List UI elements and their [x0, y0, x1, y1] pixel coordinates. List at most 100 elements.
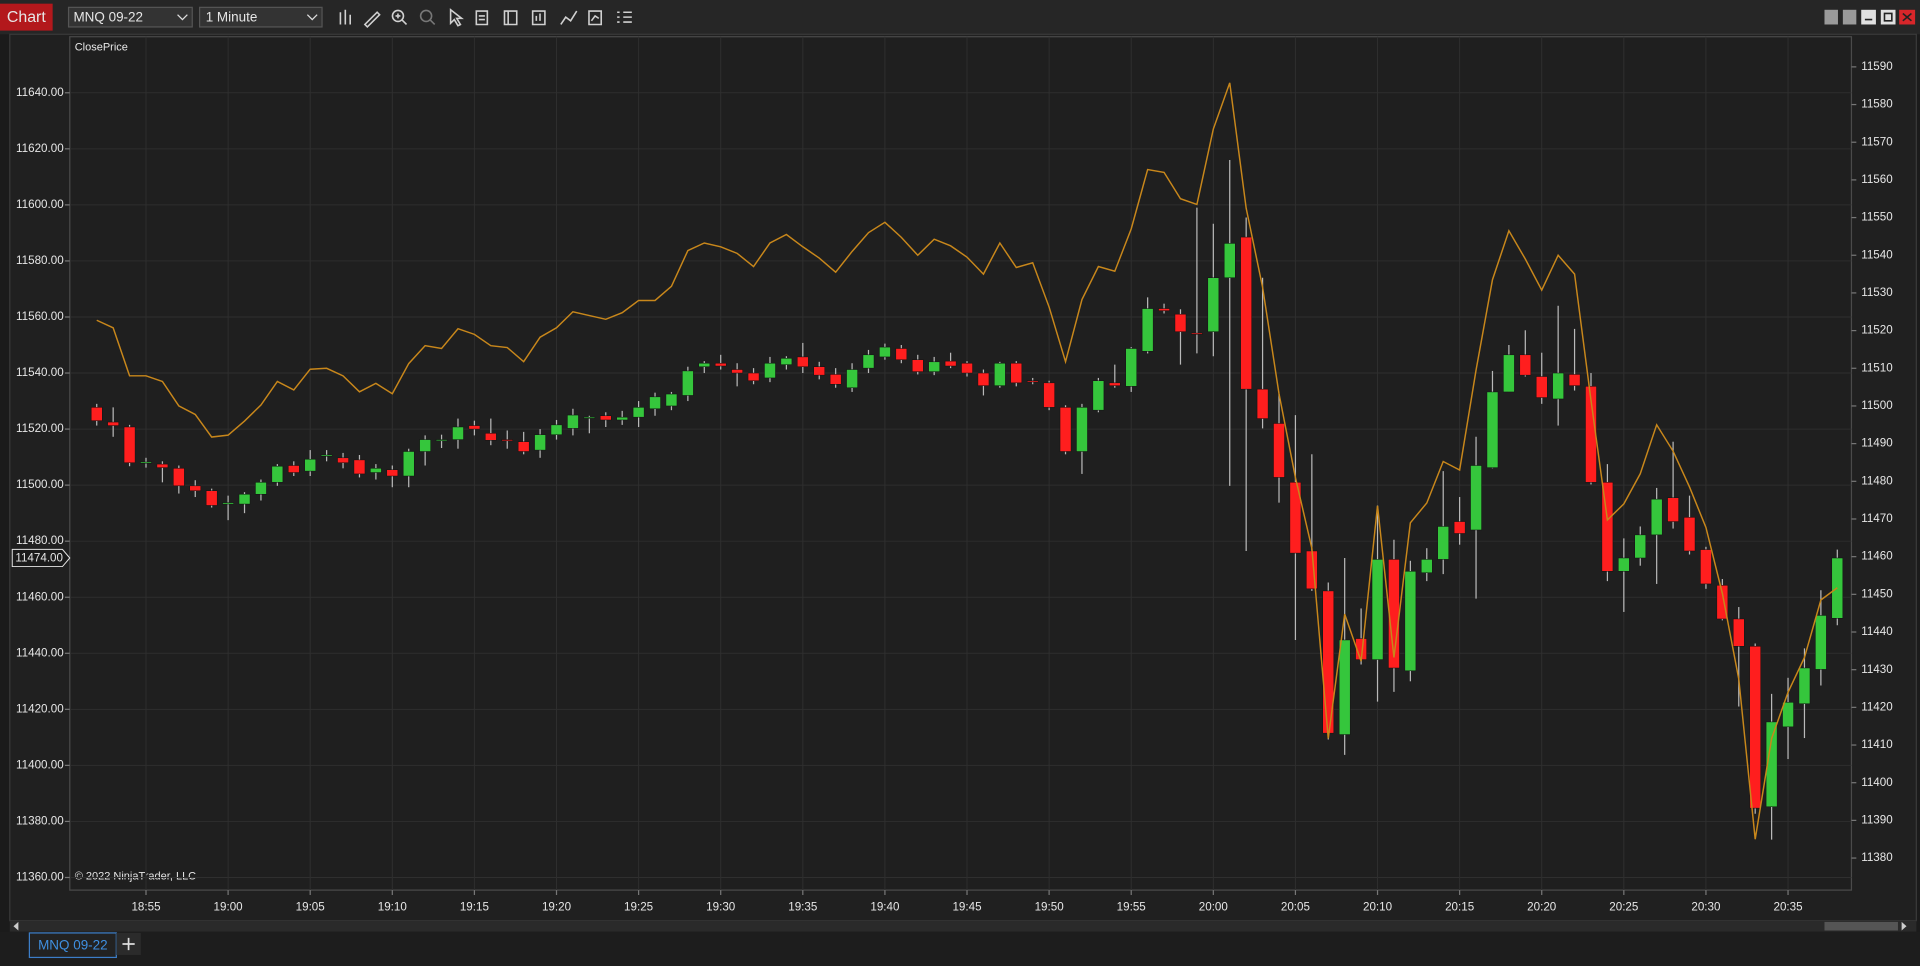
snapshot-icon[interactable]	[588, 10, 603, 26]
properties-icon[interactable]	[503, 10, 518, 26]
candle-body	[1749, 646, 1761, 809]
candle-body	[944, 360, 957, 367]
candle-body	[1650, 498, 1663, 536]
candle-body	[1240, 236, 1252, 390]
scroll-thumb[interactable]	[1824, 921, 1898, 931]
candle-body	[1453, 521, 1466, 534]
y-tick-label: 11580.00	[16, 254, 64, 267]
y-tick-label: 11460.00	[16, 590, 64, 603]
y-tick-label: 11420.00	[16, 702, 64, 715]
candle-body	[1683, 517, 1696, 552]
candle-body	[1815, 615, 1827, 670]
candle-body	[534, 434, 546, 451]
tab-label[interactable]: MNQ 09-22	[38, 937, 108, 952]
y2-tick-label: 11540	[1861, 248, 1893, 261]
candle-body	[1092, 380, 1105, 411]
pointer-icon[interactable]	[449, 8, 464, 27]
y2-tick-label: 11530	[1861, 286, 1893, 299]
draw-icon[interactable]	[363, 11, 381, 29]
indicators-icon[interactable]	[531, 10, 546, 26]
zoom-out-glyph	[429, 19, 436, 26]
candle-body	[288, 465, 300, 473]
candle-body	[1437, 526, 1449, 560]
candle-body	[1503, 354, 1515, 393]
bars-icon[interactable]	[339, 9, 351, 25]
candle-body	[1634, 534, 1647, 559]
minimize-button[interactable]	[1861, 9, 1876, 25]
candle-body	[1191, 332, 1203, 335]
y2-tick-label: 11460	[1861, 550, 1893, 563]
candle-body	[698, 362, 711, 367]
x-tick-label: 19:15	[460, 900, 489, 913]
candle-body	[1141, 308, 1154, 352]
zoom-out-icon[interactable]	[419, 9, 433, 23]
plot-area	[69, 36, 1853, 891]
candle-body	[1404, 571, 1417, 672]
candle-body	[977, 372, 990, 386]
candle-body	[140, 461, 152, 464]
x-tick-label: 20:20	[1527, 900, 1557, 913]
dropdown-arrow[interactable]	[177, 14, 188, 21]
x-tick-label: 20:15	[1445, 900, 1474, 913]
candle-body	[501, 439, 513, 442]
candle-body	[632, 407, 645, 418]
candle-body	[1700, 549, 1712, 585]
window-button[interactable]	[1824, 9, 1838, 25]
candle-body	[255, 482, 267, 495]
maximize-button[interactable]	[1880, 9, 1896, 25]
instrument-tab[interactable]	[28, 932, 117, 959]
toolbar-icons	[339, 8, 632, 29]
candle-body	[829, 374, 842, 385]
y-tick-label: 11440.00	[16, 646, 64, 659]
candle-body	[1486, 391, 1499, 468]
scrollbar[interactable]	[9, 920, 1917, 932]
x-tick-label: 19:25	[624, 900, 653, 913]
candle-body	[1798, 667, 1811, 704]
close-price-line	[96, 82, 1838, 840]
window-button[interactable]	[1842, 9, 1857, 25]
x-tick-label: 20:00	[1199, 900, 1229, 913]
data-box-icon[interactable]	[475, 10, 489, 26]
add-tab-glyph	[122, 937, 135, 951]
candle-body	[583, 416, 596, 419]
candle-body	[353, 459, 366, 475]
candle-body	[1223, 243, 1236, 278]
candle-body	[337, 457, 349, 463]
y-tick-label: 11640.00	[16, 86, 64, 99]
y-tick-label: 11520.00	[16, 422, 64, 435]
interval-dropdown[interactable]	[198, 6, 323, 28]
y2-tick-label: 11450	[1861, 587, 1893, 600]
y-tick-label: 11360.00	[16, 871, 64, 884]
y2-tick-label: 11570	[1861, 135, 1893, 148]
zoom-in-icon[interactable]	[391, 9, 405, 23]
instrument-text[interactable]: MNQ 09-22	[73, 9, 143, 24]
y2-tick-label: 11410	[1861, 738, 1893, 751]
strategy-icon[interactable]	[560, 10, 578, 25]
instrument-dropdown[interactable]	[67, 6, 193, 28]
y-tick-label: 11480.00	[16, 534, 64, 547]
y-tick-label: 11380.00	[16, 815, 64, 828]
candle-body	[780, 358, 793, 365]
candle-body	[452, 426, 464, 440]
window-button-glyphs	[1864, 12, 1912, 22]
candle-body	[1158, 308, 1170, 311]
y2-tick-label: 11480	[1861, 474, 1893, 487]
candle-body	[1256, 388, 1269, 419]
y2-tick-label: 11560	[1861, 173, 1893, 186]
watermark: © 2022 NinjaTrader, LLC	[75, 871, 196, 883]
dropdown-arrow[interactable]	[306, 14, 318, 21]
candle-body	[1782, 702, 1794, 728]
candle-body	[1059, 407, 1072, 452]
y2-tick-label: 11430	[1861, 663, 1893, 676]
list-icon[interactable]	[617, 11, 632, 23]
candle-body	[271, 465, 284, 483]
candle-body	[1601, 482, 1614, 572]
candle-body	[1667, 497, 1679, 522]
candle-body	[731, 369, 743, 374]
y-tick-label: 11400.00	[16, 758, 64, 771]
y-tick-label: 11600.00	[16, 198, 64, 211]
candle-body	[797, 356, 809, 367]
y2-tick-label: 11590	[1861, 60, 1893, 73]
candle-body	[1338, 639, 1351, 735]
interval-text[interactable]: 1 Minute	[206, 9, 258, 24]
